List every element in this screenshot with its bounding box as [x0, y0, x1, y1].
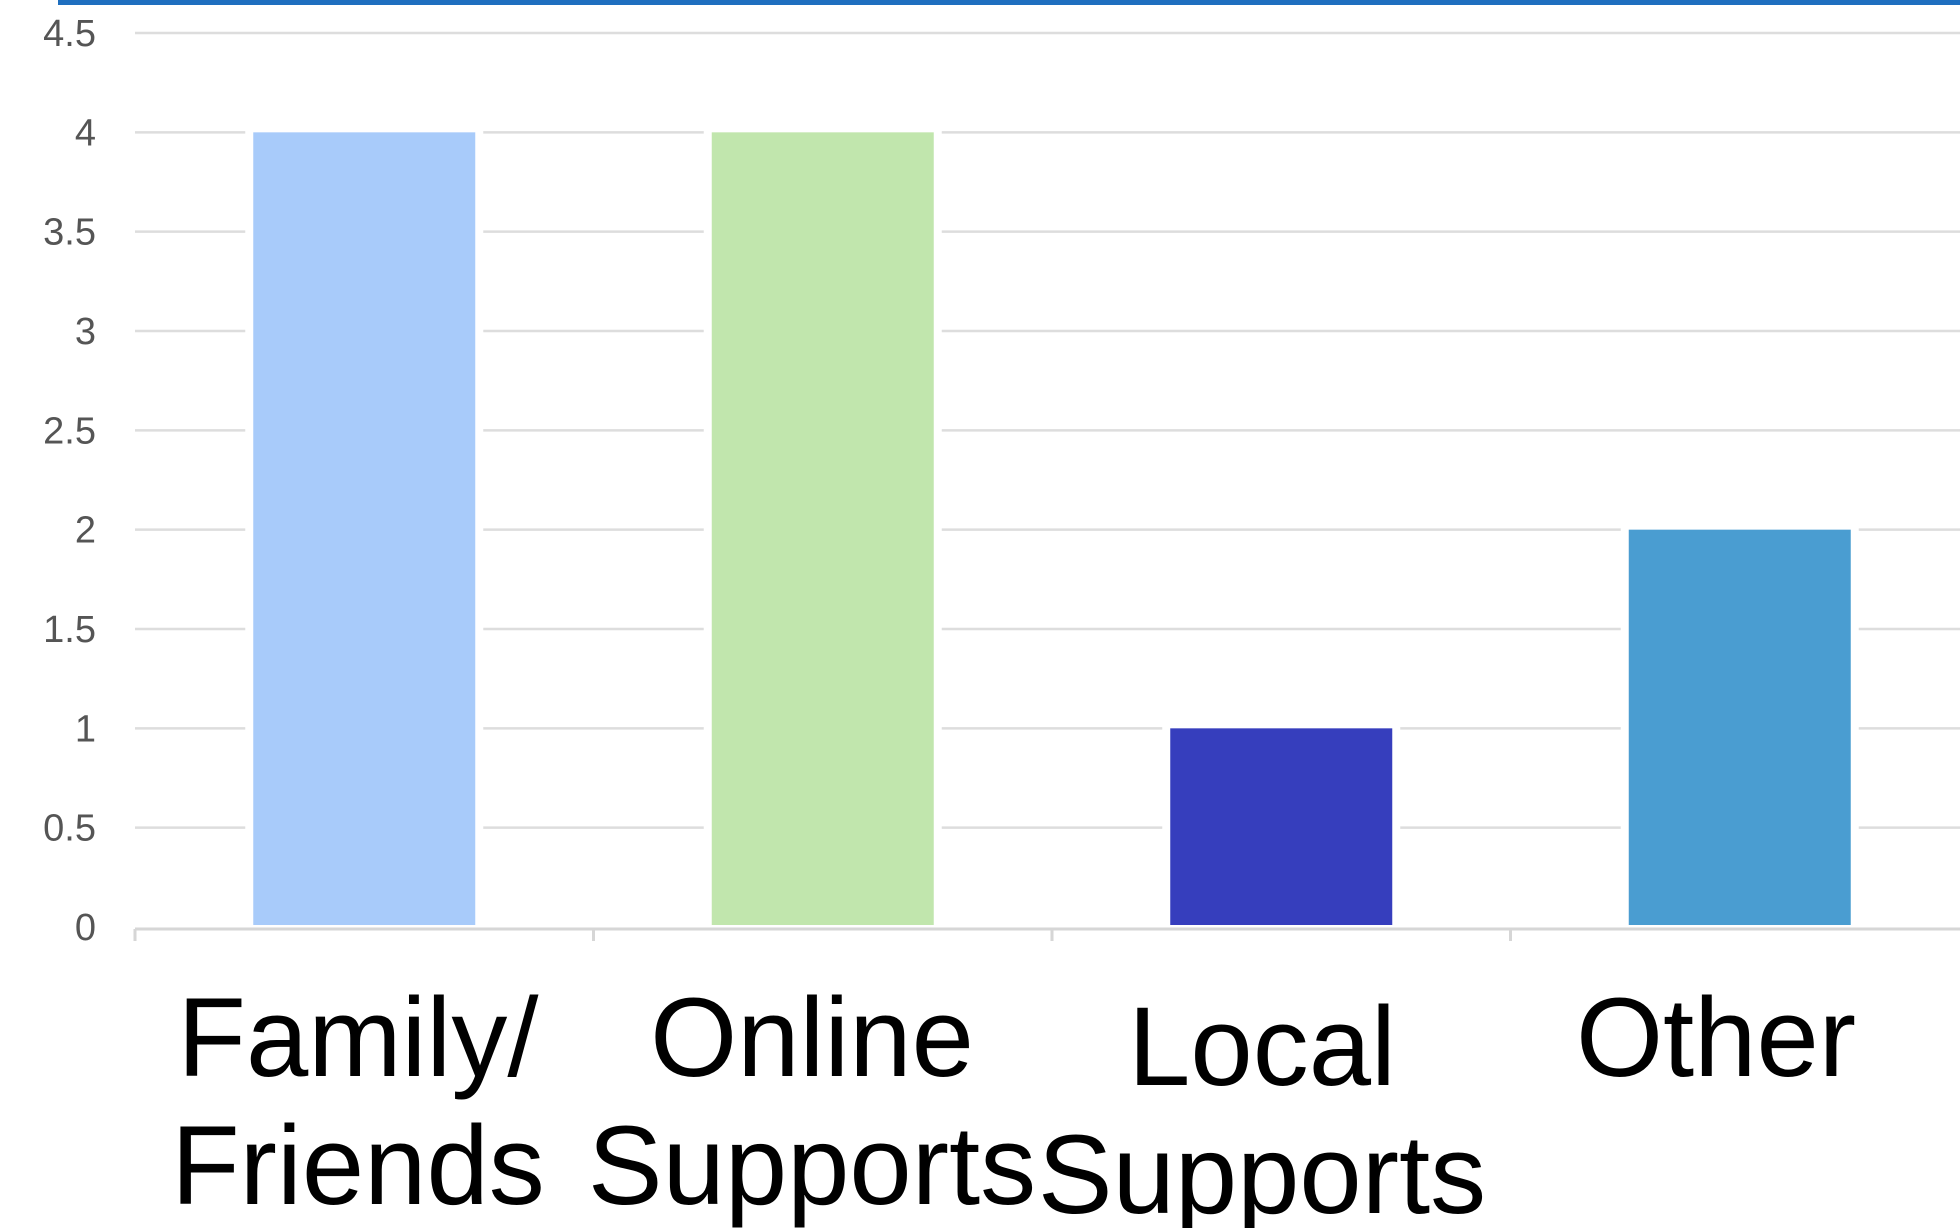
x-category-label: Supports	[588, 1103, 1036, 1228]
top-accent-bar	[58, 0, 1960, 5]
y-tick-label: 4.5	[43, 13, 96, 55]
x-category-label: Friends	[171, 1103, 544, 1228]
y-tick-label: 2.5	[43, 410, 96, 452]
x-category-label: Other	[1576, 975, 1856, 1100]
x-axis-category-labels: Family/FriendsOnlineSupportsLocalSupport…	[171, 975, 1856, 1228]
bar	[711, 132, 934, 926]
y-tick-label: 0.5	[43, 808, 96, 850]
x-axis	[133, 927, 1960, 941]
x-category-label: Supports	[1038, 1112, 1486, 1228]
bar	[1628, 529, 1851, 925]
y-tick-label: 2	[75, 510, 96, 552]
y-tick-label: 0	[75, 907, 96, 949]
y-axis-tick-labels: 0 0.5 1 1.5 2 2.5 3 3.5 4 4.5	[43, 13, 96, 949]
y-tick-label: 4	[75, 112, 96, 154]
bars	[245, 124, 1859, 928]
x-category-label: Local	[1128, 984, 1396, 1109]
bar	[253, 132, 476, 926]
y-tick-label: 1	[75, 708, 96, 750]
y-tick-label: 3	[75, 311, 96, 353]
x-category-label: Online	[650, 975, 974, 1100]
y-tick-label: 1.5	[43, 609, 96, 651]
bar	[1170, 728, 1393, 925]
top-accent-line	[58, 0, 1960, 5]
x-category-label: Family/	[178, 975, 540, 1100]
y-tick-label: 3.5	[43, 212, 96, 254]
